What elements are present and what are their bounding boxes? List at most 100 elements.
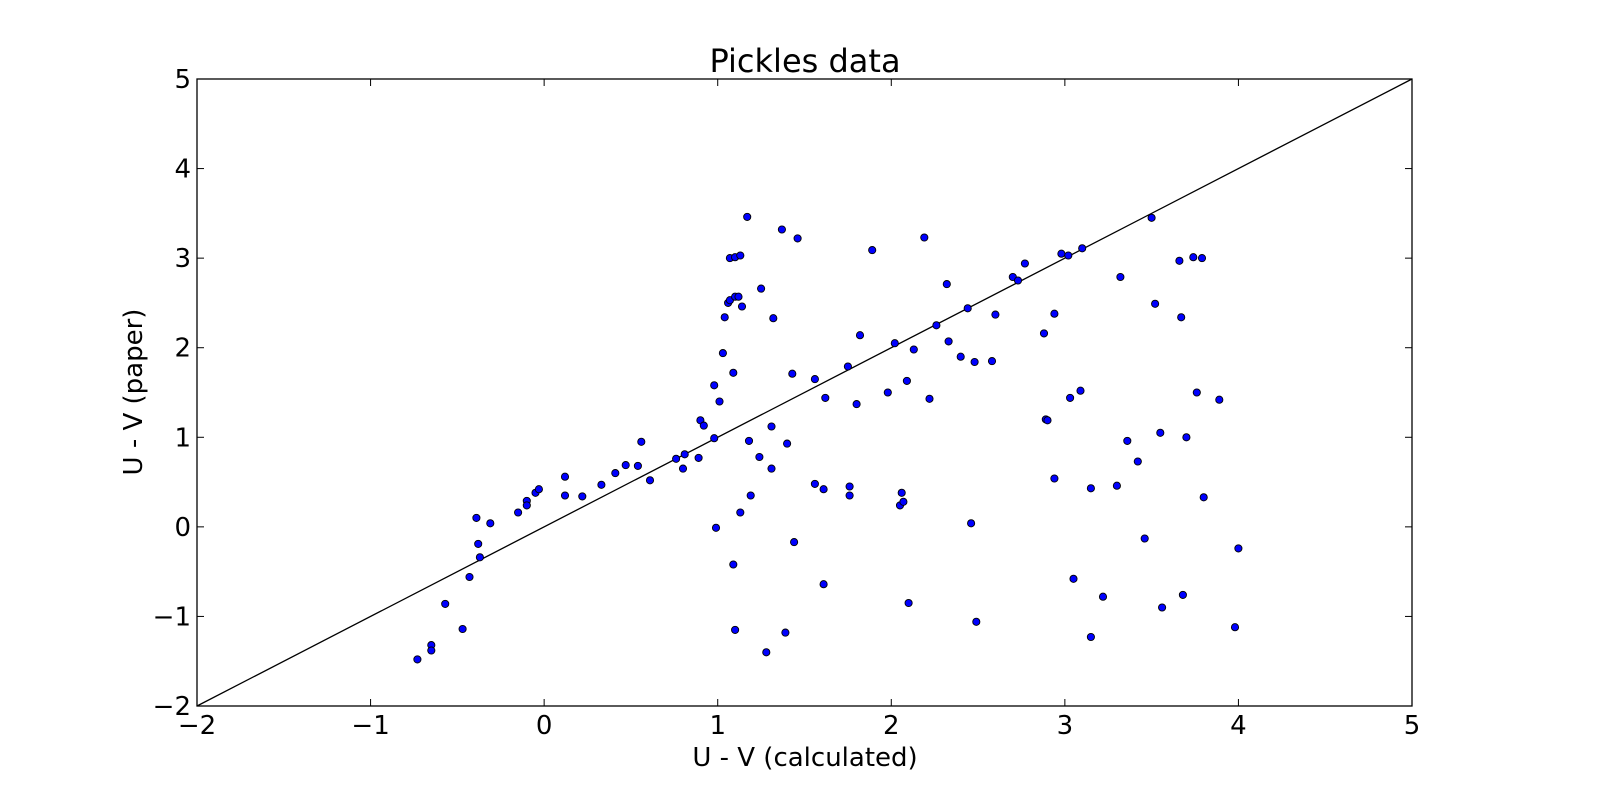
data-point <box>1064 251 1073 260</box>
data-point <box>694 453 703 462</box>
data-point <box>788 369 797 378</box>
data-point <box>1147 213 1156 222</box>
data-point <box>743 212 752 221</box>
x-tick-label: 0 <box>536 711 553 741</box>
data-point <box>970 357 979 367</box>
data-point <box>890 339 899 348</box>
identity-line <box>196 78 1413 707</box>
data-point <box>720 313 729 322</box>
data-point <box>441 599 450 608</box>
data-point <box>1013 276 1023 285</box>
data-point <box>560 472 570 481</box>
y-tick-label: 4 <box>174 155 191 185</box>
data-point <box>762 648 771 657</box>
data-point <box>736 251 745 260</box>
data-point <box>734 292 743 301</box>
data-point <box>819 485 828 494</box>
x-tick-label: 3 <box>1057 711 1074 741</box>
data-point <box>909 345 918 354</box>
data-point <box>1133 457 1142 466</box>
data-point <box>855 331 865 340</box>
data-point <box>767 422 776 431</box>
data-point <box>710 434 719 443</box>
data-point <box>1182 433 1191 442</box>
data-point <box>1189 253 1198 262</box>
data-point <box>715 397 724 406</box>
y-axis-label: U - V (paper) <box>119 309 149 476</box>
data-point <box>1086 632 1095 642</box>
data-point <box>902 376 911 385</box>
data-point <box>560 491 570 500</box>
points-layer <box>413 212 1243 664</box>
data-point <box>680 450 689 459</box>
data-point <box>678 464 688 473</box>
data-point <box>972 617 981 626</box>
data-point <box>1199 493 1208 502</box>
data-point <box>1069 574 1078 583</box>
data-point <box>633 461 642 470</box>
data-point <box>757 284 766 293</box>
x-axis-label: U - V (calculated) <box>692 743 917 773</box>
ticks-layer <box>196 78 1413 707</box>
y-tick-label: 3 <box>174 244 191 274</box>
data-point <box>710 381 719 390</box>
data-point <box>1177 313 1186 322</box>
data-point <box>637 437 646 446</box>
data-point <box>1112 481 1121 490</box>
data-point <box>1158 603 1167 612</box>
data-point <box>597 480 606 489</box>
data-point <box>465 572 474 582</box>
data-point <box>845 482 854 491</box>
data-point <box>845 491 854 500</box>
data-point <box>672 454 681 463</box>
data-point <box>413 655 422 664</box>
data-point <box>1178 590 1187 599</box>
data-point <box>920 233 929 242</box>
data-point <box>925 394 934 403</box>
x-tick-label: 1 <box>709 711 726 741</box>
x-tick-label: −2 <box>178 711 216 741</box>
data-point <box>514 508 523 517</box>
data-point <box>729 368 738 377</box>
data-point <box>1175 256 1184 265</box>
data-point <box>1050 309 1059 318</box>
x-tick-label: 2 <box>883 711 900 741</box>
data-point <box>1098 592 1108 601</box>
data-point <box>868 246 877 255</box>
data-point <box>1215 395 1224 404</box>
data-point <box>1066 393 1075 402</box>
data-point <box>486 519 495 528</box>
data-point <box>987 357 997 366</box>
data-point <box>1197 254 1207 263</box>
plot-area <box>196 78 1413 707</box>
data-point <box>729 560 738 569</box>
data-point <box>1086 484 1095 493</box>
data-point <box>699 421 708 430</box>
data-point <box>1230 623 1240 632</box>
data-point <box>744 436 754 445</box>
data-point <box>1039 329 1049 338</box>
data-point <box>819 580 828 589</box>
data-point <box>1151 299 1160 308</box>
data-point <box>810 375 819 384</box>
data-point <box>645 476 655 485</box>
data-point <box>1140 534 1149 543</box>
y-tick-label: 2 <box>174 334 191 364</box>
data-point <box>1156 428 1165 437</box>
data-point <box>731 625 740 634</box>
data-point <box>942 280 951 289</box>
data-point <box>475 553 484 562</box>
x-tick-label: 5 <box>1404 711 1421 741</box>
data-point <box>427 646 436 655</box>
data-point <box>852 400 861 409</box>
tick-labels-layer: −2 −1 0 1 2 3 4 5 −2 −1 0 1 2 3 4 5 <box>153 65 1421 741</box>
data-point <box>1020 259 1029 268</box>
data-point <box>777 225 786 234</box>
data-point <box>711 523 721 532</box>
data-point <box>899 497 908 506</box>
chart-title: Pickles data <box>709 42 900 80</box>
data-point <box>472 513 481 522</box>
data-point <box>810 479 819 488</box>
x-tick-label: −1 <box>351 711 389 741</box>
y-tick-label: 5 <box>174 65 191 95</box>
